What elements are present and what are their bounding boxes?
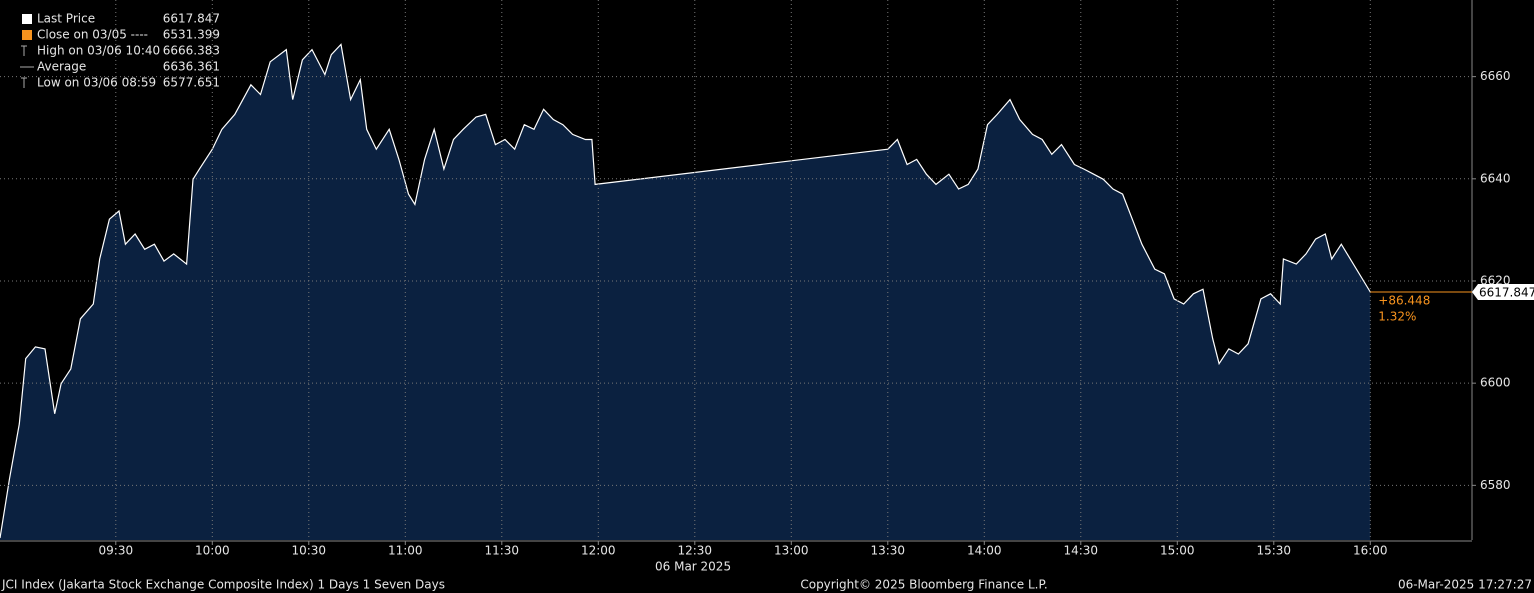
legend-label: Average [37, 60, 86, 74]
x-tick-label: 11:30 [484, 544, 519, 558]
change-label: 1.32% [1378, 309, 1416, 323]
legend-value: 6617.847 [163, 12, 220, 26]
x-axis-label: 06 Mar 2025 [655, 560, 731, 574]
x-tick-label: 13:30 [870, 544, 905, 558]
footer-right: 06-Mar-2025 17:27:27 [1398, 578, 1532, 592]
x-tick-label: 15:00 [1160, 544, 1195, 558]
x-tick-label: 14:30 [1063, 544, 1098, 558]
legend-value: 6666.383 [163, 44, 220, 58]
legend-value: 6531.399 [163, 28, 220, 42]
legend-swatch [22, 30, 32, 40]
y-tick-label: 6580 [1480, 478, 1511, 492]
y-tick-label: 6660 [1480, 69, 1511, 83]
x-tick-label: 12:00 [581, 544, 616, 558]
legend-icon [21, 45, 27, 56]
x-tick-label: 16:00 [1353, 544, 1388, 558]
legend-label: Close on 03/05 ---- [37, 28, 148, 42]
last-price-tag [1472, 283, 1534, 300]
last-price-label: 6617.847 [1479, 285, 1534, 299]
x-tick-label: 10:00 [195, 544, 230, 558]
legend-label: High on 03/06 10:40 [37, 44, 160, 58]
y-tick-label: 6600 [1480, 376, 1511, 390]
legend-label: Low on 03/06 08:59 [37, 76, 156, 90]
area [0, 44, 1371, 541]
x-tick-label: 09:30 [99, 544, 134, 558]
legend-value: 6577.651 [163, 76, 220, 90]
legend-icon [21, 77, 27, 88]
x-tick-label: 12:30 [677, 544, 712, 558]
x-tick-label: 14:00 [967, 544, 1002, 558]
footer-center: Copyright© 2025 Bloomberg Finance L.P. [800, 578, 1047, 592]
y-tick-label: 6640 [1480, 171, 1511, 185]
x-tick-label: 10:30 [291, 544, 326, 558]
legend-box [0, 0, 228, 94]
legend-swatch [22, 14, 32, 24]
x-tick-label: 13:00 [774, 544, 809, 558]
legend-value: 6636.361 [163, 60, 220, 74]
legend-label: Last Price [37, 12, 95, 26]
price-line [0, 43, 1371, 539]
change-label: +86.448 [1378, 293, 1430, 307]
footer-left: JCI Index (Jakarta Stock Exchange Compos… [1, 578, 445, 592]
x-tick-label: 15:30 [1256, 544, 1291, 558]
grid [0, 0, 1470, 540]
x-tick-label: 11:00 [388, 544, 423, 558]
